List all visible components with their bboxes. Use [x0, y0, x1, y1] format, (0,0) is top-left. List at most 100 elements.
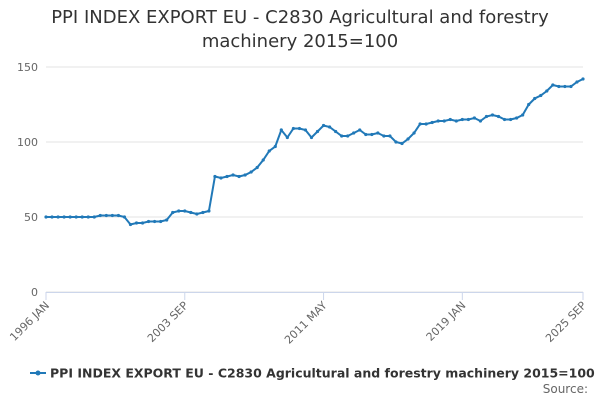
- point: [207, 209, 211, 213]
- point: [183, 209, 187, 213]
- point: [309, 135, 314, 140]
- point: [533, 96, 537, 101]
- point: [273, 144, 277, 149]
- point: [575, 80, 579, 84]
- point: [454, 119, 458, 123]
- point: [267, 149, 271, 153]
- x-tick-label: 2025 SEP: [543, 299, 589, 345]
- point: [74, 215, 78, 219]
- legend-label: PPI INDEX EXPORT EU - C2830 Agricultural…: [50, 366, 595, 381]
- point: [122, 215, 127, 219]
- legend-marker: [35, 370, 41, 376]
- point: [165, 218, 169, 222]
- point: [545, 89, 549, 93]
- point: [370, 132, 374, 137]
- series-line: [46, 78, 584, 226]
- point: [140, 221, 145, 225]
- point: [430, 120, 434, 125]
- source: Source:: [543, 382, 588, 396]
- point: [388, 134, 392, 138]
- x-tick-label: 2011 MAY: [282, 299, 330, 347]
- point: [44, 215, 48, 219]
- point: [237, 174, 241, 179]
- point: [460, 117, 464, 122]
- point: [171, 210, 175, 215]
- point: [50, 215, 54, 219]
- point: [134, 221, 139, 225]
- point: [569, 84, 573, 89]
- point: [539, 93, 543, 98]
- point: [177, 209, 181, 213]
- point: [448, 117, 452, 122]
- x-tick-label: 1996 JAN: [7, 299, 52, 344]
- point: [515, 116, 519, 120]
- point: [315, 129, 320, 134]
- point: [340, 134, 344, 138]
- point: [508, 117, 513, 122]
- point: [418, 122, 422, 126]
- point: [327, 125, 332, 129]
- point: [261, 158, 265, 162]
- point: [128, 222, 133, 227]
- point: [412, 131, 416, 135]
- point: [352, 131, 356, 135]
- point: [557, 84, 561, 89]
- point: [146, 219, 151, 224]
- y-tick-label: 0: [31, 286, 38, 299]
- point: [213, 174, 217, 179]
- point: [394, 140, 398, 144]
- point: [231, 173, 235, 177]
- point: [502, 117, 507, 122]
- y-tick-label: 100: [17, 136, 38, 149]
- point: [56, 215, 60, 219]
- point: [478, 119, 483, 123]
- point: [297, 126, 302, 131]
- point: [153, 219, 157, 224]
- point: [382, 134, 386, 138]
- point: [201, 210, 205, 215]
- point: [86, 215, 90, 219]
- point: [249, 170, 253, 174]
- point: [159, 219, 163, 224]
- point: [346, 134, 350, 138]
- point: [219, 176, 223, 180]
- point: [62, 215, 66, 219]
- point: [243, 173, 247, 177]
- point: [472, 116, 476, 120]
- point: [436, 119, 440, 123]
- point: [189, 210, 193, 215]
- point: [406, 137, 410, 141]
- point: [490, 113, 495, 117]
- x-tick-label: 2003 SEP: [145, 299, 191, 345]
- point: [364, 132, 368, 137]
- point: [255, 165, 259, 170]
- point: [400, 141, 404, 146]
- y-tick-label: 150: [17, 61, 38, 74]
- point: [225, 174, 229, 179]
- point: [521, 113, 525, 117]
- point: [68, 215, 72, 219]
- point: [376, 131, 380, 135]
- point: [551, 83, 555, 87]
- point: [527, 102, 531, 107]
- point: [291, 126, 295, 131]
- point: [442, 119, 446, 123]
- point: [484, 114, 489, 119]
- point: [358, 128, 362, 132]
- chart-title: PPI INDEX EXPORT EU - C2830 Agricultural…: [51, 7, 549, 52]
- point: [195, 212, 199, 216]
- point: [496, 114, 501, 119]
- point: [563, 84, 567, 89]
- point: [110, 213, 114, 218]
- point: [303, 128, 308, 132]
- point: [466, 117, 470, 122]
- point: [424, 122, 428, 126]
- x-tick-label: 2019 JAN: [424, 299, 469, 344]
- point: [334, 129, 338, 134]
- point: [285, 135, 289, 140]
- point: [92, 215, 96, 219]
- point: [98, 213, 102, 218]
- point: [104, 213, 108, 218]
